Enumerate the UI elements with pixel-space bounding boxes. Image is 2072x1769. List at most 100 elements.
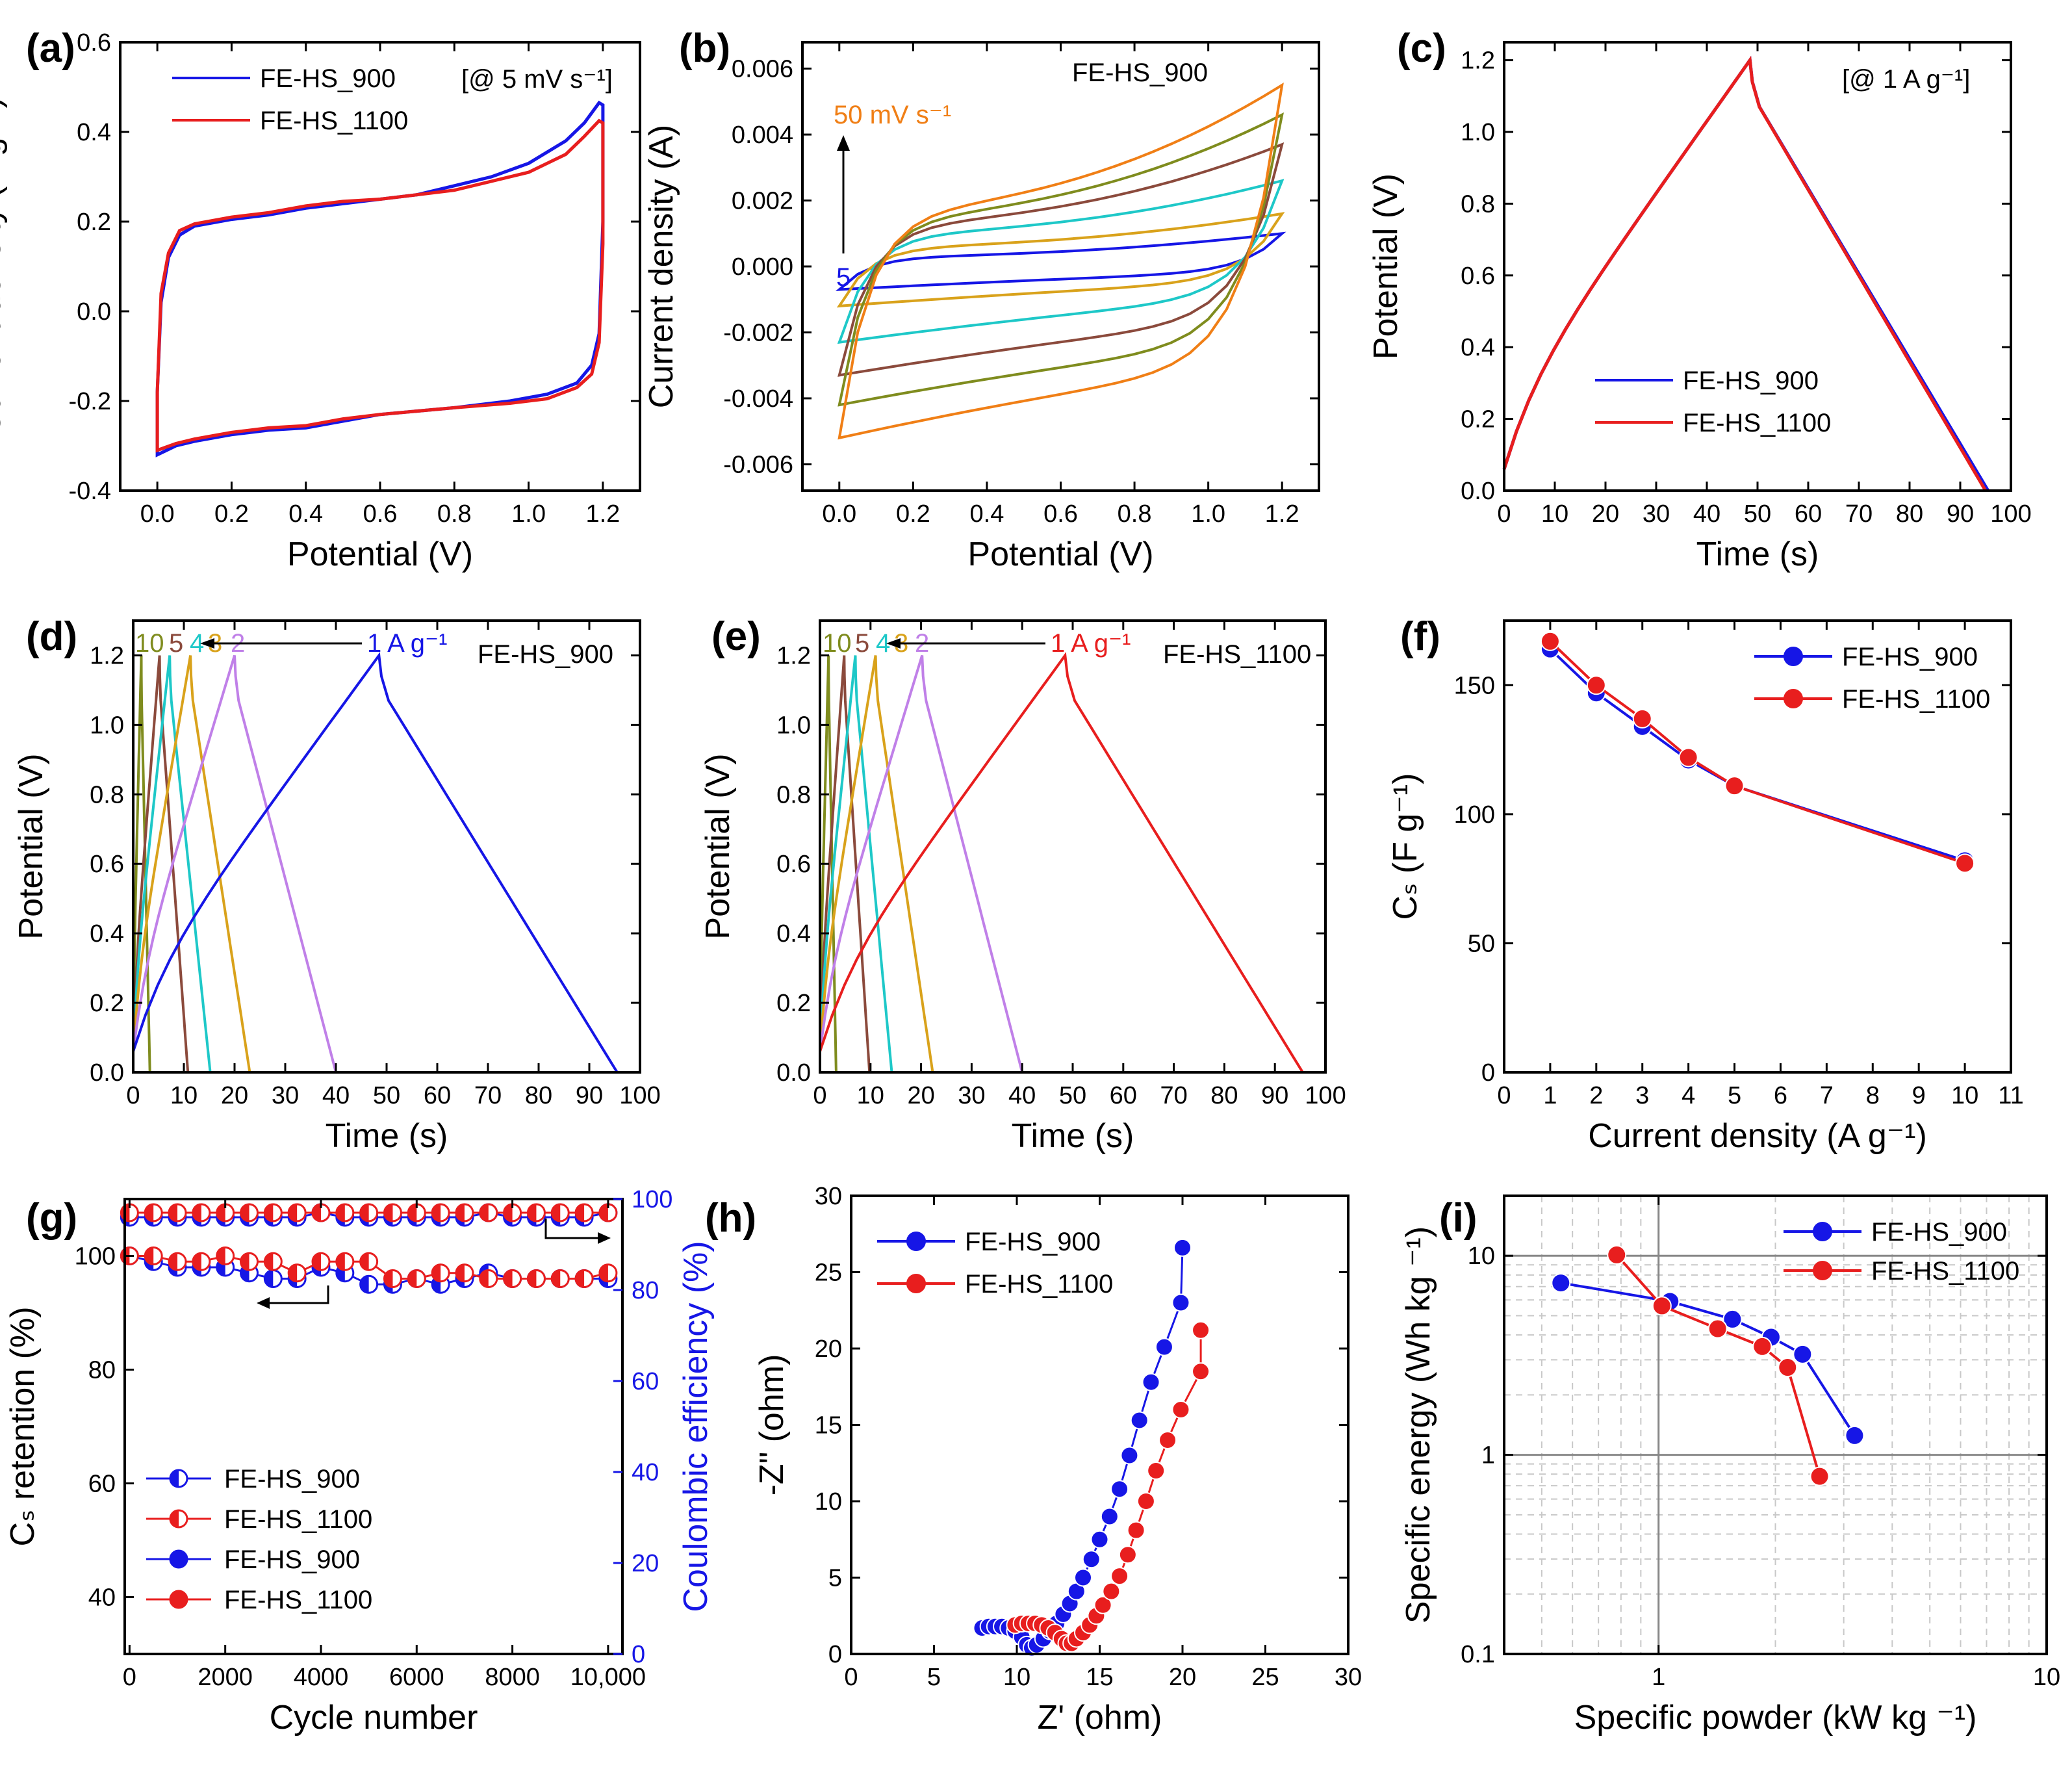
curve-label: 10 <box>135 629 164 658</box>
gcd-rate-curve <box>819 652 1304 1074</box>
nyquist-point <box>1136 1492 1155 1510</box>
x-tick-label: 40 <box>1693 500 1720 528</box>
panel-label-f: (f) <box>1400 614 1440 659</box>
x-tick-label: 0.6 <box>1043 500 1078 528</box>
y-tick-label: 0.6 <box>77 29 111 57</box>
y-tick-label: 60 <box>88 1471 116 1498</box>
y-tick-label: -0.006 <box>723 451 793 478</box>
curve-label: 10 <box>823 629 852 658</box>
cycling-point-fill <box>336 1253 345 1271</box>
x-tick-label: 100 <box>619 1082 660 1109</box>
top-rate-label: 50 mV s⁻¹ <box>834 101 951 129</box>
gcd-rate-curve <box>132 655 251 1073</box>
x-tick-label: 10 <box>1951 1082 1978 1109</box>
x-tick-label: 10 <box>1003 1664 1030 1691</box>
gcd-rate-curve <box>819 655 838 1073</box>
x-axis-label: Cycle number <box>270 1699 478 1737</box>
panel-label-h: (h) <box>705 1196 756 1241</box>
y-axis-label: Potential (V) <box>1367 174 1405 359</box>
nyquist-point <box>1102 1582 1121 1601</box>
x-tick-label: 11 <box>1998 1082 2023 1109</box>
cycling-point-fill <box>432 1204 441 1221</box>
x-tick-label: 0.2 <box>896 500 930 528</box>
x-axis-label: Potential (V) <box>287 536 473 573</box>
ragone-point <box>1845 1425 1865 1445</box>
gcd-rate-curve <box>819 655 871 1073</box>
x-tick-label: 10,000 <box>570 1664 646 1691</box>
y2-tick-label: 40 <box>632 1459 659 1486</box>
cycling-point-fill <box>360 1204 369 1221</box>
y-tick-label: 0.006 <box>732 56 793 83</box>
gcd-rate-curve <box>819 655 893 1073</box>
gcd-rate-curve <box>132 654 337 1073</box>
x-axis-label: Time (s) <box>1012 1117 1134 1155</box>
cycling-point-fill <box>169 1253 178 1271</box>
cv-rate-curve <box>836 212 1285 308</box>
nyquist-point <box>1158 1431 1177 1449</box>
legend-label: FE-HS_900 <box>224 1465 360 1493</box>
ragone-point <box>1793 1344 1813 1364</box>
nyquist-point <box>1192 1362 1210 1381</box>
y-axis-label: Current density (A g⁻¹) <box>0 97 8 436</box>
x-tick-label: 0 <box>126 1082 140 1109</box>
panel-c-gcd-chart: 0 10 20 30 40 50 60 70 80 90 100 Time (s) 0.0 0.2 0.4 0… <box>1367 41 2032 573</box>
cv-rate-curve <box>835 231 1286 291</box>
legend-label: FE-HS_1100 <box>1842 685 1990 714</box>
cycling-point-fill <box>192 1204 201 1221</box>
panel-label-e: (e) <box>711 614 761 659</box>
nyquist-point <box>1110 1567 1129 1586</box>
y-tick-label: 0.1 <box>1461 1641 1495 1668</box>
y-tick-label: -0.2 <box>69 388 111 415</box>
curve-label: 4 <box>190 629 204 658</box>
nyquist-point <box>1094 1595 1112 1614</box>
sample-annotation: FE-HS_900 <box>1072 58 1208 87</box>
cv-rate-curve <box>838 112 1284 407</box>
x-tick-label: 80 <box>525 1082 552 1109</box>
x-tick-label: 90 <box>576 1082 603 1109</box>
gcd-rate-curve <box>132 655 212 1073</box>
x-tick-label: 10 <box>1541 500 1568 528</box>
plot-frame <box>1503 1194 2048 1655</box>
cv-curve-FE-HS_1100 <box>155 118 605 453</box>
x-tick-label: 30 <box>958 1082 985 1109</box>
y-axis-label: Cₛ retention (%) <box>4 1306 42 1546</box>
y-axis-label: -Z" (ohm) <box>753 1354 791 1496</box>
y-tick-label: 0.8 <box>776 781 811 808</box>
nyquist-point <box>1100 1507 1119 1526</box>
x-tick-label: 0 <box>844 1664 858 1691</box>
x-tick-label: 1 <box>1543 1082 1557 1109</box>
cycling-point-fill <box>336 1204 345 1221</box>
nyquist-point <box>1171 1401 1190 1419</box>
y-tick-label: 80 <box>88 1357 116 1384</box>
x-tick-label: 30 <box>272 1082 299 1109</box>
x-tick-label: 5 <box>927 1664 941 1691</box>
y-tick-label: 40 <box>88 1584 116 1612</box>
x-tick-label: 20 <box>1169 1664 1196 1691</box>
x-tick-label: 1.2 <box>1265 500 1299 528</box>
y-tick-label: 0.4 <box>90 920 124 948</box>
x-tick-label: 20 <box>907 1082 934 1109</box>
x-tick-label: 5 <box>1728 1082 1741 1109</box>
sample-annotation: FE-HS_1100 <box>1163 640 1311 669</box>
gcd-rate-curve <box>819 654 1024 1073</box>
ragone-line-FE-HS_900 <box>1560 1282 1856 1436</box>
sample-annotation: FE-HS_900 <box>478 640 613 669</box>
y-tick-label: 1.2 <box>90 642 124 669</box>
cycling-point-fill <box>552 1270 561 1287</box>
nyquist-point <box>1082 1550 1101 1569</box>
cs-point <box>1955 853 1975 873</box>
legend-label: FE-HS_1100 <box>1683 409 1831 437</box>
cv-rate-curve <box>838 83 1284 440</box>
x-tick-label: 60 <box>1795 500 1822 528</box>
x-tick-label: 0 <box>813 1082 826 1109</box>
y-tick-label: 0.0 <box>1461 478 1495 505</box>
x-tick-label: 100 <box>1990 500 2031 528</box>
nyquist-point <box>1173 1238 1192 1257</box>
nyquist-point <box>1142 1373 1160 1391</box>
y-tick-label: 1 <box>1481 1442 1495 1469</box>
cycling-point-fill <box>408 1270 417 1287</box>
x-axis-label: Z' (ohm) <box>1038 1699 1162 1737</box>
x-axis-label: Time (s) <box>326 1117 448 1155</box>
nyquist-point <box>1192 1321 1210 1339</box>
